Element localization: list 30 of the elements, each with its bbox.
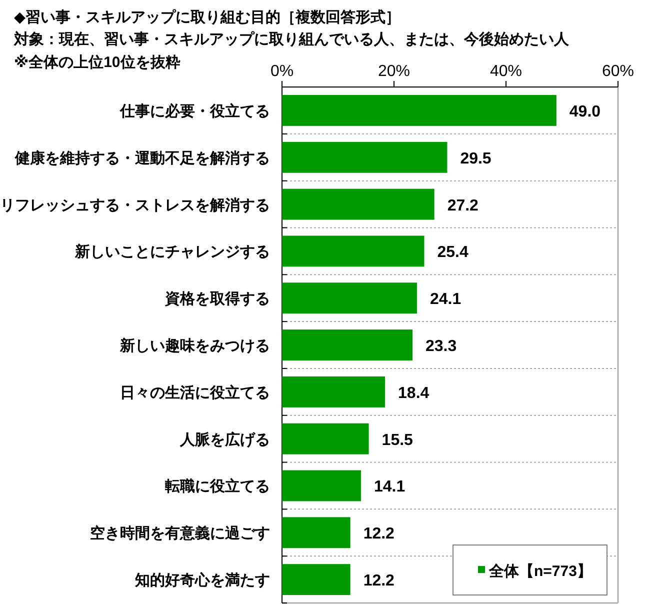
data-label: 15.5 <box>382 432 413 449</box>
legend-label: 全体【n=773】 <box>489 563 592 580</box>
data-label: 27.2 <box>447 197 478 214</box>
data-label: 29.5 <box>460 150 492 168</box>
tick-label: 20% <box>378 63 410 80</box>
category-label: 資格を取得する <box>165 290 270 308</box>
subtitle: 対象：現在、習い事・スキルアップに取り組んでいる人、または、今後始めたい人 <box>14 31 569 48</box>
annotation: ※全体の上位10位を抜粋 <box>14 54 180 71</box>
data-label: 14.1 <box>374 478 406 496</box>
data-label: 18.4 <box>398 384 430 402</box>
category-label: 新しいことにチャレンジする <box>75 244 270 261</box>
data-label: 12.2 <box>363 526 394 543</box>
category-label: 仕事に必要・役立てる <box>120 102 270 120</box>
category-label: 日々の生活に役立てる <box>120 384 270 402</box>
tick-label: 0% <box>270 63 294 80</box>
data-label: 24.1 <box>430 291 462 308</box>
tick-label: 60% <box>602 63 634 80</box>
data-label: 12.2 <box>363 572 394 590</box>
data-label: 49.0 <box>569 103 601 120</box>
category-label: 転職に役立てる <box>165 478 270 496</box>
category-label: リフレッシュする・ストレスを解消する <box>0 196 270 214</box>
category-label: 空き時間を有意義に過ごす <box>90 525 270 542</box>
data-label: 23.3 <box>425 338 457 355</box>
category-label: 健康を維持する・運動不足を解消する <box>15 150 270 167</box>
category-label: 知的好奇心を満たす <box>135 572 270 590</box>
category-label: 人脈を広げる <box>180 431 270 448</box>
category-label: 新しい趣味をみつける <box>120 338 270 354</box>
data-label: 25.4 <box>437 244 468 262</box>
tick-label: 40% <box>490 63 522 80</box>
title: ◆習い事・スキルアップに取り組む目的［複数回答形式］ <box>14 9 401 26</box>
